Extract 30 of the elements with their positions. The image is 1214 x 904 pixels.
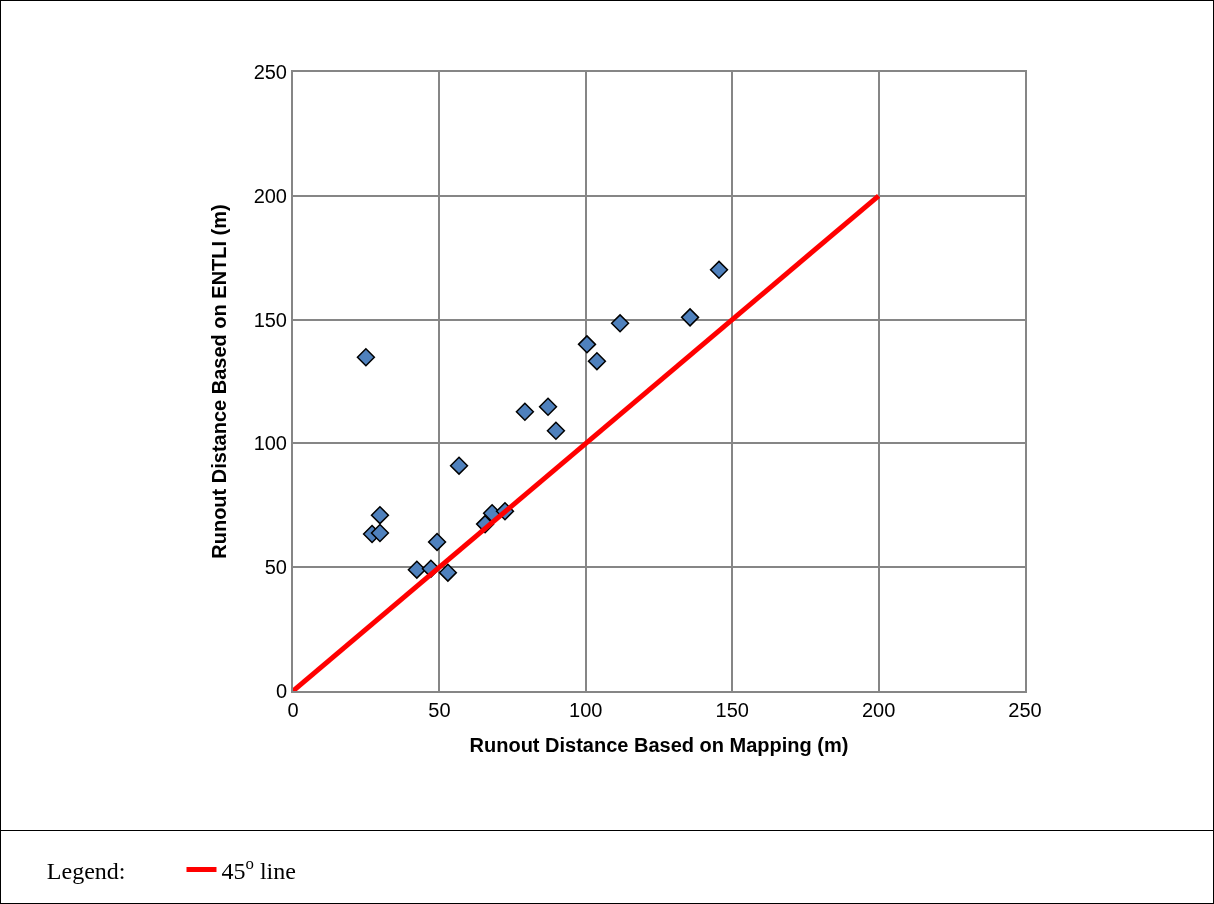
point bbox=[577, 335, 597, 354]
y-tick-label: 250 bbox=[253, 61, 287, 83]
point bbox=[407, 560, 427, 579]
y-tick-label: 200 bbox=[253, 184, 287, 207]
x-tick-label: 200 bbox=[861, 699, 896, 721]
point bbox=[709, 260, 729, 280]
y-tick-label: 100 bbox=[253, 432, 287, 455]
legend-title: Legend: bbox=[46, 857, 174, 884]
point bbox=[427, 532, 447, 552]
point bbox=[546, 421, 566, 440]
point bbox=[370, 506, 390, 525]
x-tick-label: 100 bbox=[569, 699, 603, 721]
x-tick-label: 50 bbox=[428, 699, 451, 721]
point bbox=[587, 352, 607, 371]
x-tick-label: 150 bbox=[715, 699, 749, 721]
point bbox=[449, 456, 469, 475]
y-tick-label: 0 bbox=[275, 680, 287, 702]
point bbox=[370, 523, 390, 543]
point bbox=[538, 397, 558, 416]
point bbox=[515, 402, 535, 421]
legend-label: 45$^{o}$ line bbox=[221, 853, 296, 884]
point bbox=[610, 314, 630, 333]
y-tick-label: 150 bbox=[253, 308, 287, 331]
point bbox=[356, 348, 376, 367]
y-tick-label: 50 bbox=[264, 556, 287, 579]
point bbox=[680, 308, 700, 327]
x-axis-title: Runout Distance Based on Mapping (m) bbox=[469, 734, 849, 756]
x-tick-label: 250 bbox=[1008, 699, 1042, 721]
point bbox=[438, 563, 458, 582]
y-axis-title: Runout Distance Based on ENTLI (m) bbox=[207, 204, 230, 559]
